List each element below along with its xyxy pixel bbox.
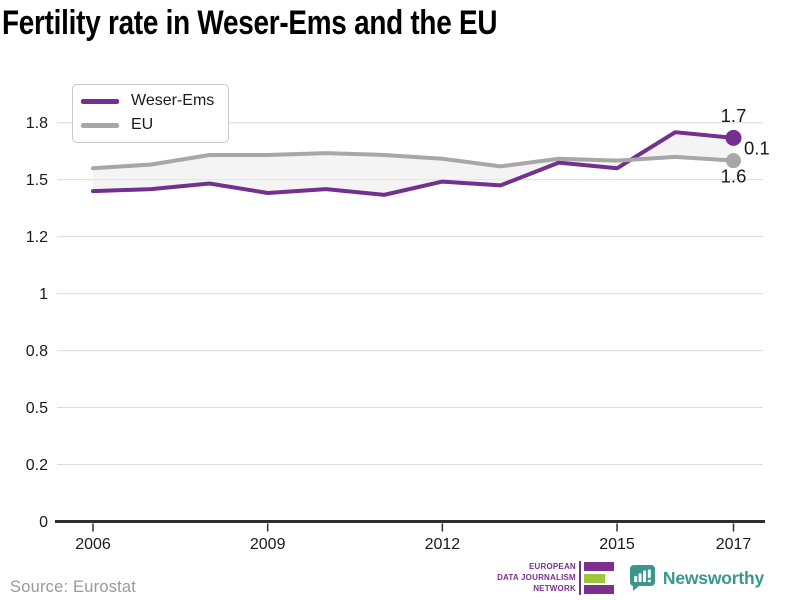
x-tick-label: 2012 xyxy=(425,536,461,553)
legend-label: Weser-Ems xyxy=(131,92,215,109)
series-line-weser-ems xyxy=(91,130,736,197)
end-dot-eu xyxy=(726,153,741,169)
edjn-logo-rule xyxy=(578,561,581,595)
legend-label: EU xyxy=(131,116,154,133)
legend: Weser-Ems EU xyxy=(72,84,230,143)
y-tick-label: 1.5 xyxy=(26,172,48,189)
difference-label: 0.1 xyxy=(744,137,770,158)
end-label-weser-ems: 1.7 xyxy=(721,105,747,126)
x-tick-label: 2017 xyxy=(716,536,752,553)
y-tick-label: 0 xyxy=(39,514,48,531)
source-note: Source: Eurostat xyxy=(10,578,137,596)
edjn-bar-bottom xyxy=(583,585,614,594)
legend-swatch-eu xyxy=(81,122,119,128)
x-tick-label: 2015 xyxy=(599,536,635,553)
newsworthy-logo: Newsworthy xyxy=(629,564,764,592)
legend-swatch-weser-ems xyxy=(81,98,119,104)
y-tick-label: 0.5 xyxy=(26,400,48,417)
edjn-bar-middle xyxy=(583,573,605,583)
end-dot-weser-ems xyxy=(725,129,742,146)
newsworthy-icon xyxy=(629,565,655,591)
y-tick-label: 1 xyxy=(39,286,48,303)
newsworthy-wordmark: Newsworthy xyxy=(662,567,764,588)
edjn-logo-text: EUROPEAN DATA JOURNALISM NETWORK xyxy=(497,561,579,595)
y-tick-label: 1.2 xyxy=(26,229,48,246)
x-tick-label: 2009 xyxy=(250,536,286,553)
x-tick-label: 2006 xyxy=(75,536,111,553)
y-tick-label: 1.8 xyxy=(26,115,48,132)
edjn-line-3: NETWORK xyxy=(533,584,576,593)
end-label-eu: 1.6 xyxy=(721,166,747,187)
y-tick-label: 0.2 xyxy=(26,457,48,474)
legend-item-eu: EU xyxy=(81,117,214,133)
edjn-logo: EUROPEAN DATA JOURNALISM NETWORK xyxy=(497,561,614,595)
edjn-logo-bars xyxy=(581,561,614,595)
chart-title: Fertility rate in Weser-Ems and the EU xyxy=(2,4,498,42)
edjn-line-1: EUROPEAN xyxy=(528,562,576,571)
edjn-bar-top xyxy=(583,562,614,571)
legend-item-weser-ems: Weser-Ems xyxy=(81,93,214,109)
series-line-eu xyxy=(91,151,736,171)
footer-logos: EUROPEAN DATA JOURNALISM NETWORK Newswor… xyxy=(497,561,764,595)
y-tick-label: 0.8 xyxy=(26,343,48,360)
edjn-line-2: DATA JOURNALISM xyxy=(497,573,576,582)
series-area xyxy=(93,132,734,195)
